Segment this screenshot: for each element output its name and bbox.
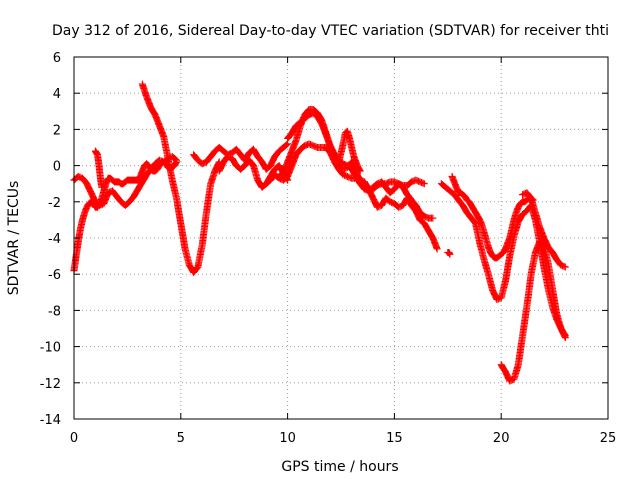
grid-lines: [74, 57, 608, 419]
x-axis-label: GPS time / hours: [281, 459, 398, 475]
y-tick-label: -8: [48, 304, 61, 319]
data-points: [70, 80, 569, 385]
y-axis-label: SDTVAR / TECUs: [6, 181, 22, 296]
series-trace-4: [138, 80, 223, 276]
x-tick-label: 20: [493, 431, 510, 446]
y-tick-label: 6: [53, 51, 61, 66]
x-tick-label: 10: [279, 431, 296, 446]
series-trace-3: [91, 147, 106, 191]
data-point-markers: [519, 189, 569, 271]
y-tick-label: 2: [53, 123, 61, 138]
axis-ticks: [73, 56, 609, 420]
data-point-markers: [284, 109, 428, 195]
data-point-markers: [91, 147, 106, 191]
data-point-markers: [138, 80, 223, 276]
series-trace-6: [215, 153, 292, 191]
y-tick-label: -14: [40, 413, 61, 428]
chart-title: Day 312 of 2016, Sidereal Day-to-day VTE…: [52, 23, 609, 39]
series-trace-13: [497, 238, 569, 385]
series-trace-15: [444, 249, 454, 258]
series-trace-10: [335, 127, 364, 175]
y-tick-label: -2: [48, 196, 61, 211]
x-tick-label: 25: [600, 431, 617, 446]
data-point-markers: [335, 127, 364, 175]
x-tick-label: 15: [386, 431, 403, 446]
data-point-markers: [215, 153, 292, 191]
series-trace-14: [519, 189, 569, 271]
y-tick-label: -6: [48, 268, 61, 283]
series-trace-11: [448, 173, 537, 262]
y-tick-label: 4: [53, 87, 61, 102]
axis-tick-labels: 0 5 10 15 20 25 -14 -12 -10 -8 -6 -4 -2 0 2 4 6: [40, 51, 617, 446]
data-point-markers: [448, 173, 537, 262]
series-trace-9: [284, 109, 428, 195]
data-point-markers: [444, 249, 454, 258]
y-tick-label: -12: [40, 377, 61, 392]
x-tick-label: 5: [177, 431, 185, 446]
y-tick-label: -4: [48, 232, 61, 247]
y-tick-label: 0: [53, 160, 61, 175]
data-point-markers: [497, 238, 569, 385]
y-tick-label: -10: [40, 341, 61, 356]
x-tick-label: 0: [70, 431, 78, 446]
